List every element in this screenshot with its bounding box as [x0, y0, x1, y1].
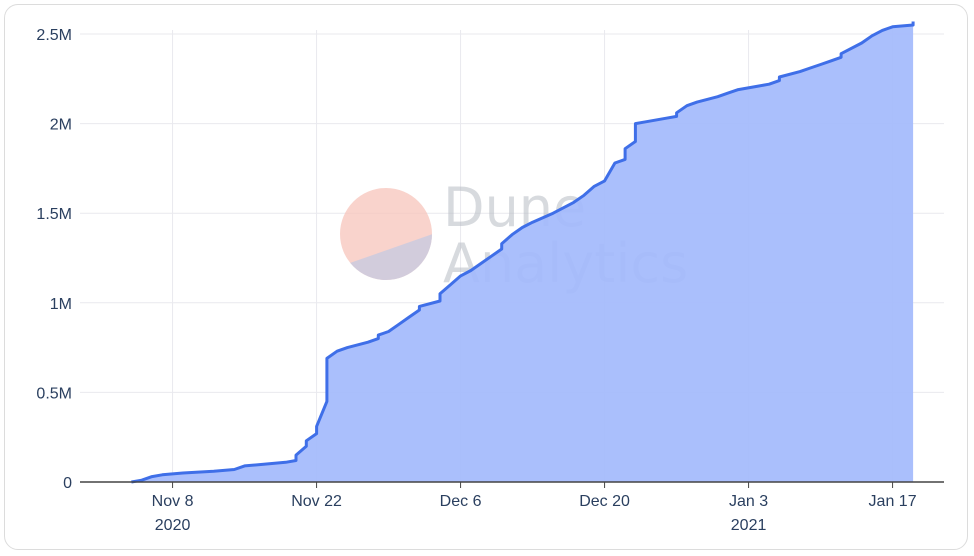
y-tick-label: 1.5M — [36, 206, 72, 223]
y-tick-label: 1M — [50, 296, 72, 313]
x-tick-year-label: 2021 — [731, 517, 767, 534]
y-tick-label: 2.5M — [36, 27, 72, 44]
logo-bottom-half — [340, 228, 432, 280]
y-tick-label: 0.5M — [36, 385, 72, 402]
x-tick-year-label: 2020 — [155, 517, 191, 534]
dune-logo — [340, 188, 432, 280]
x-tick-label: Nov 8 — [152, 493, 194, 510]
series-line — [131, 21, 915, 484]
logo-top-half — [340, 188, 432, 280]
y-tick-label: 2M — [50, 117, 72, 134]
x-axis-ticks: Nov 8 2020 Nov 22 Dec 6 Dec 20 Jan 3 2021 Jan 1… — [152, 482, 917, 534]
x-tick-label: Dec 20 — [579, 493, 630, 510]
y-axis-ticks: 0 0.5M 1M 1.5M 2M 2.5M — [36, 27, 72, 492]
x-tick-label: Jan 3 — [729, 493, 768, 510]
series-area-fill — [131, 21, 914, 482]
x-tick-label: Jan 17 — [869, 493, 917, 510]
x-tick-label: Nov 22 — [291, 493, 342, 510]
y-tick-label: 0 — [63, 475, 72, 492]
x-tick-label: Dec 6 — [440, 493, 482, 510]
